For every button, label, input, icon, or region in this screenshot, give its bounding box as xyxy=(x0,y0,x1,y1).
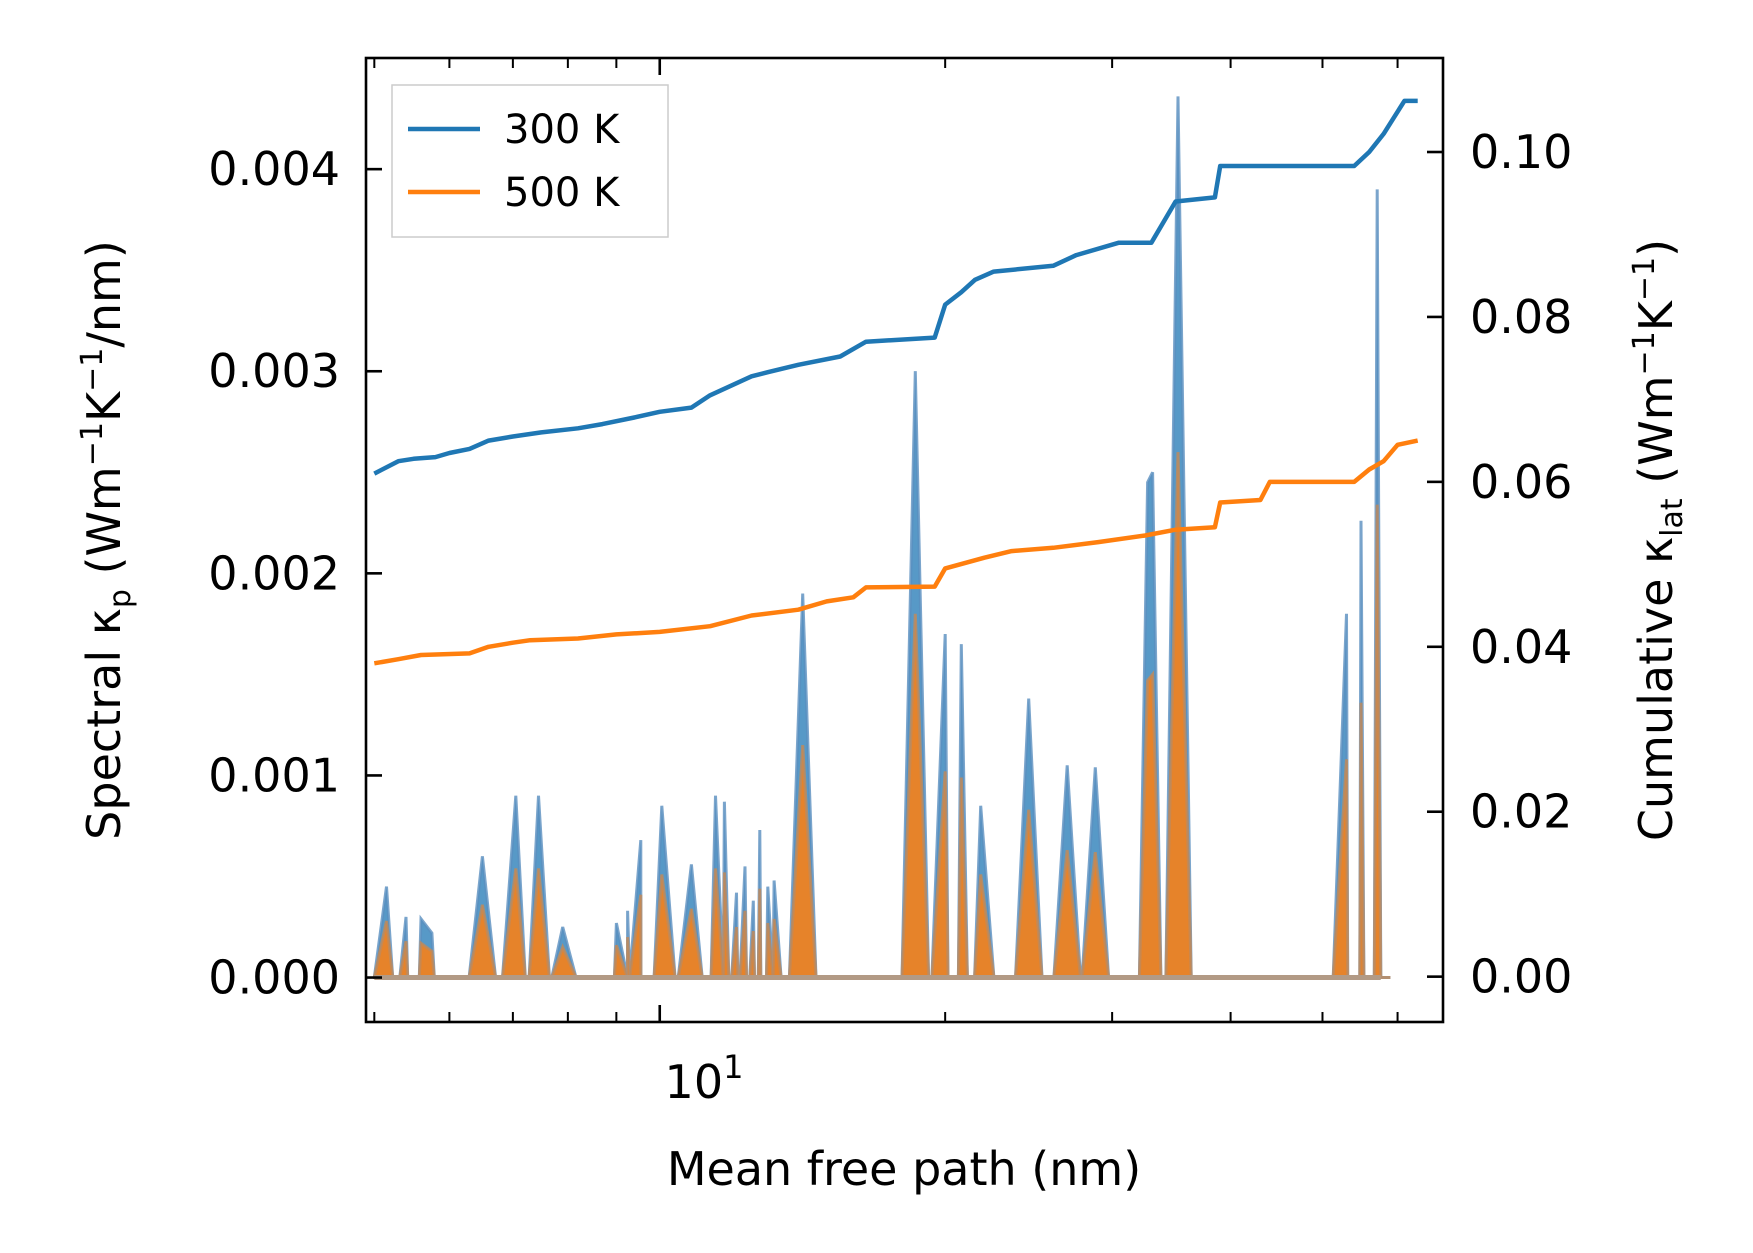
y-left-tick-label: 0.000 xyxy=(208,951,340,1005)
legend-label-500k: 500 K xyxy=(504,170,621,216)
y-right-tick-label: 0.08 xyxy=(1470,290,1572,344)
y-right-tick-label: 0.10 xyxy=(1470,125,1572,179)
ticks: 0.000 0.001 0.002 0.003 0.004 0.00 0.02 0.04 0.0… xyxy=(208,58,1572,1022)
y-axis-right-label: Cumulative κlat (Wm−1K−1) xyxy=(1627,239,1690,841)
spectral-area-500k xyxy=(372,452,1391,979)
y-left-tick-label: 0.002 xyxy=(208,546,340,600)
x-tick-label-10: 101 xyxy=(665,1048,744,1109)
legend: 300 K 500 K xyxy=(391,84,669,238)
y-axis-left-label: Spectral κp (Wm−1K−1/nm) xyxy=(75,240,138,840)
y-right-tick-label: 0.02 xyxy=(1470,785,1572,839)
plot-area xyxy=(372,96,1419,981)
y-left-tick-label: 0.001 xyxy=(208,748,340,802)
y-left-tick-label: 0.003 xyxy=(208,344,340,398)
y-right-tick-label: 0.06 xyxy=(1470,455,1572,509)
x-axis-label: Mean free path (nm) xyxy=(667,1142,1141,1196)
y-left-tick-label: 0.004 xyxy=(208,142,340,196)
legend-label-300k: 300 K xyxy=(504,107,621,153)
cumulative-line-500k xyxy=(373,438,1419,666)
y-right-tick-label: 0.04 xyxy=(1470,620,1572,674)
axes-frame xyxy=(364,56,1445,1024)
cumulative-line-300k xyxy=(373,98,1418,476)
y-right-tick-label: 0.00 xyxy=(1470,950,1572,1004)
legend-box xyxy=(391,84,669,238)
